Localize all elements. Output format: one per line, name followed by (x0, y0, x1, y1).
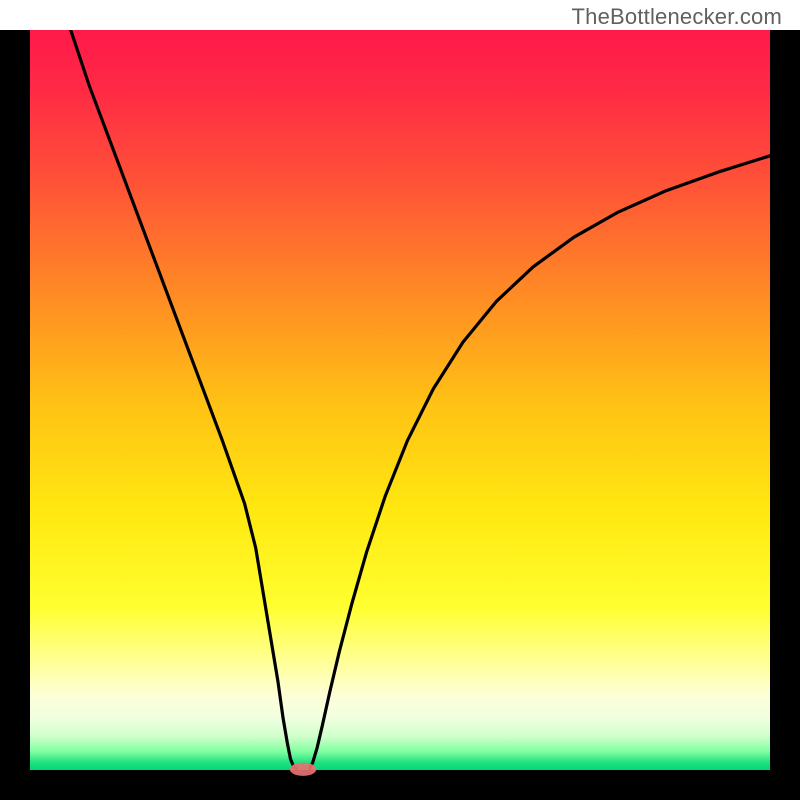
chart-svg (0, 30, 800, 800)
bottleneck-chart (0, 30, 800, 800)
watermark-text: TheBottlenecker.com (572, 4, 782, 30)
plot-background (30, 30, 770, 770)
minimum-marker (290, 763, 317, 776)
